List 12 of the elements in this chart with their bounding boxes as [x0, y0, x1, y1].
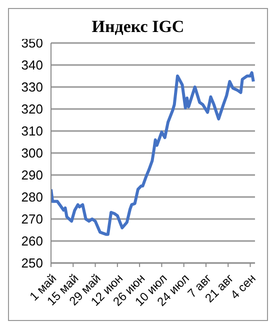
y-tick-label: 280 — [21, 190, 43, 205]
y-tick-label: 260 — [21, 234, 43, 249]
y-tick-label: 290 — [21, 168, 43, 183]
y-tick-label: 330 — [21, 80, 43, 95]
y-tick-label: 340 — [21, 58, 43, 73]
chart-title: Индекс IGC — [92, 17, 184, 36]
y-tick-label: 270 — [21, 212, 43, 227]
y-tick-label: 300 — [21, 146, 43, 161]
y-tick-label: 320 — [21, 102, 43, 117]
y-tick-label: 310 — [21, 124, 43, 139]
y-tick-label: 250 — [21, 256, 43, 271]
line-series — [51, 71, 255, 236]
